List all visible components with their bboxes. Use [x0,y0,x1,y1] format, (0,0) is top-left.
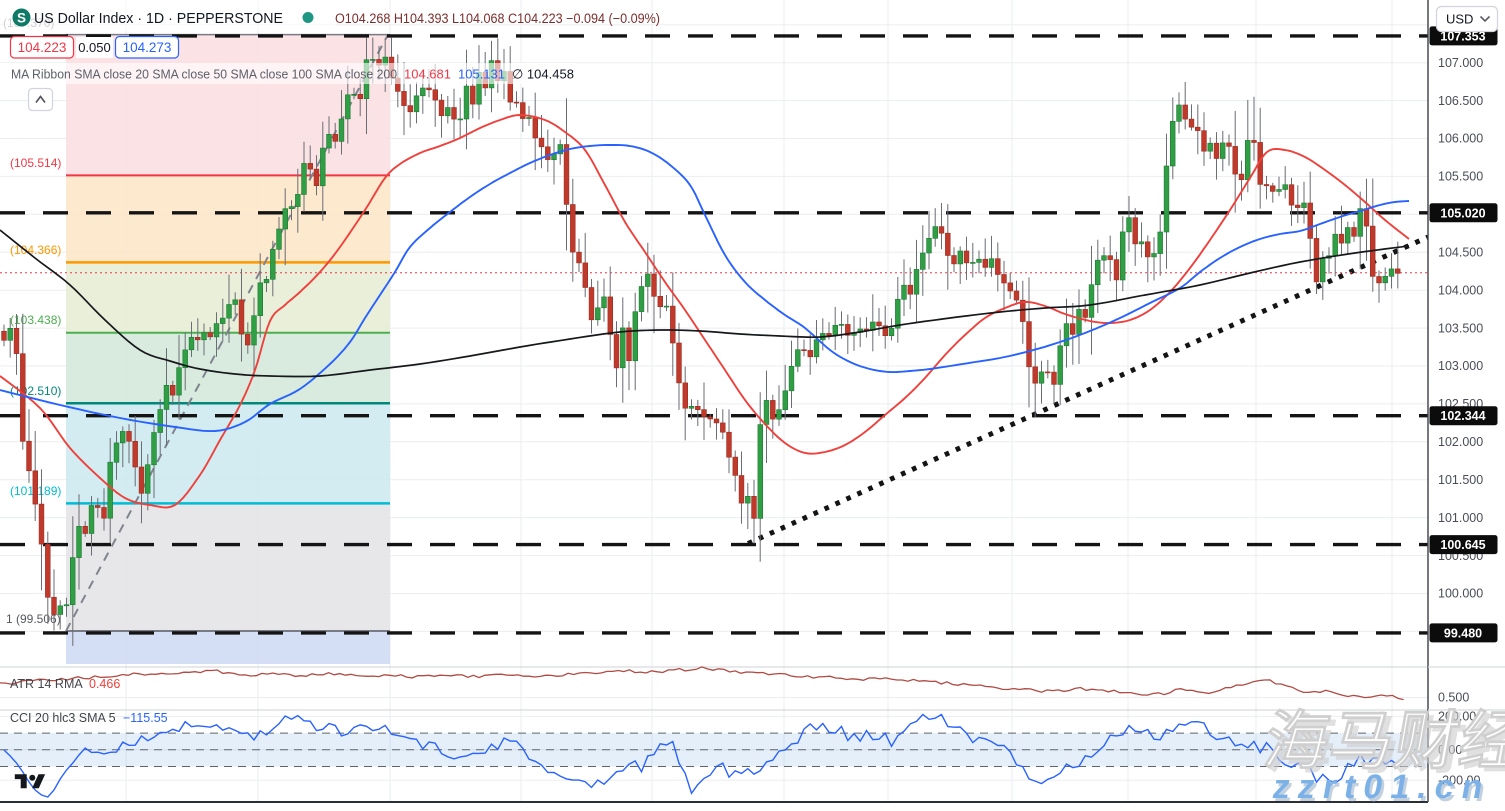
svg-text:103.000: 103.000 [1438,359,1483,373]
svg-text:(102.510): (102.510) [10,384,61,398]
svg-text:zzrt01.cn: zzrt01.cn [1270,768,1494,806]
svg-text:200.00: 200.00 [1438,710,1476,724]
svg-text:0.050: 0.050 [78,40,111,55]
svg-text:100.000: 100.000 [1438,587,1483,601]
svg-text:0.00: 0.00 [1438,743,1462,757]
svg-text:106.000: 106.000 [1438,132,1483,146]
svg-text:CCI 20 hlc3 SMA 5: CCI 20 hlc3 SMA 5 [10,711,116,725]
svg-text:99.480: 99.480 [1444,626,1482,640]
svg-text:102.344: 102.344 [1440,409,1485,423]
svg-text:100.645: 100.645 [1440,538,1485,552]
svg-text:105.131: 105.131 [458,67,505,82]
svg-text:S: S [17,11,26,26]
svg-text:0.500: 0.500 [1438,691,1469,705]
svg-text:∅ 104.458: ∅ 104.458 [512,67,574,82]
svg-text:104.000: 104.000 [1438,283,1483,297]
svg-text:0.466: 0.466 [89,677,120,691]
svg-text:106.500: 106.500 [1438,94,1483,108]
svg-text:海马财经: 海马财经 [1264,709,1505,780]
svg-text:(105.514): (105.514) [10,156,61,170]
svg-text:104.500: 104.500 [1438,245,1483,259]
svg-text:107.000: 107.000 [1438,56,1483,70]
svg-text:(104.366): (104.366) [10,243,61,257]
svg-text:-200.00: -200.00 [1438,773,1480,787]
svg-text:US Dollar Index · 1D · PEPPERS: US Dollar Index · 1D · PEPPERSTONE [34,11,283,27]
svg-text:104.223: 104.223 [18,40,67,55]
svg-text:102.000: 102.000 [1438,435,1483,449]
svg-text:105.020: 105.020 [1440,206,1485,220]
svg-text:MA Ribbon SMA close 20 SMA clo: MA Ribbon SMA close 20 SMA close 50 SMA … [11,67,397,82]
svg-text:1 (99.506): 1 (99.506) [6,612,61,626]
svg-text:zzrt01.cn: zzrt01.cn [1272,771,1496,806]
svg-text:海马财经: 海马财经 [1259,705,1505,776]
svg-text:O104.268 H104.393 L104.068 C10: O104.268 H104.393 L104.068 C104.223 −0.0… [335,11,660,26]
svg-text:104.681: 104.681 [404,67,451,82]
svg-text:103.500: 103.500 [1438,321,1483,335]
svg-text:USD: USD [1446,12,1473,27]
svg-text:105.500: 105.500 [1438,170,1483,184]
svg-text:107.353: 107.353 [1440,29,1485,43]
svg-text:(103.438): (103.438) [10,313,61,327]
svg-text:101.000: 101.000 [1438,511,1483,525]
svg-text:101.500: 101.500 [1438,473,1483,487]
svg-text:ATR 14 RMA: ATR 14 RMA [10,677,83,691]
svg-text:104.273: 104.273 [123,40,172,55]
svg-text:−115.55: −115.55 [123,711,168,725]
